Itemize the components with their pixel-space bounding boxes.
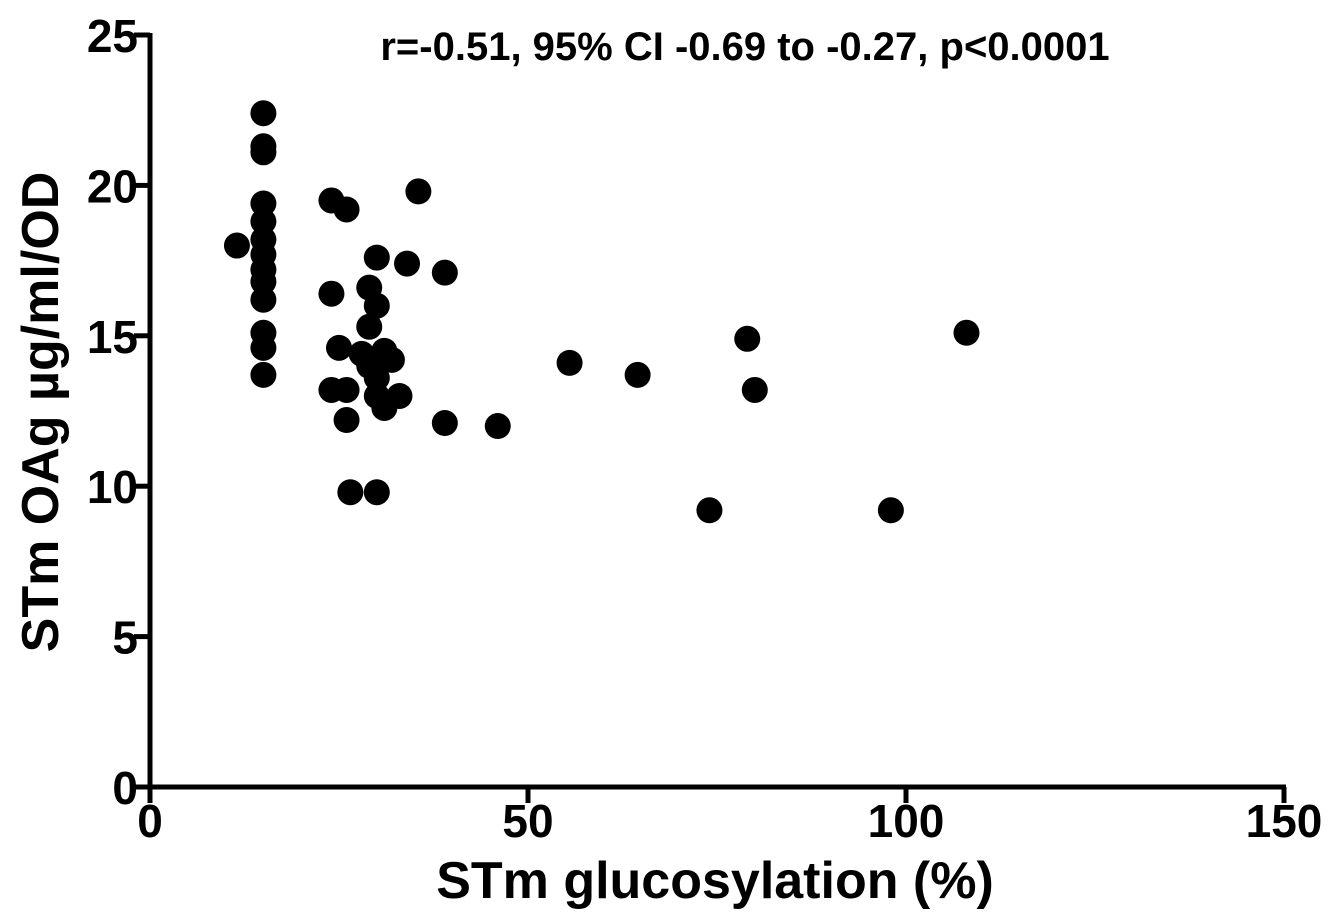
data-point xyxy=(250,361,277,388)
data-point xyxy=(333,407,360,434)
data-point xyxy=(363,244,390,271)
data-point xyxy=(250,286,277,313)
y-tick-label: 10 xyxy=(87,461,138,513)
data-point xyxy=(734,325,761,352)
x-axis-label: STm glucosylation (%) xyxy=(436,852,994,909)
axes: 0 5 10 15 20 25 0 50 100 150 xyxy=(87,10,1323,847)
data-point xyxy=(333,196,360,223)
data-point xyxy=(363,479,390,506)
data-point xyxy=(556,349,583,376)
data-point xyxy=(431,410,458,437)
y-tick-label: 20 xyxy=(87,160,138,212)
data-point xyxy=(223,232,250,259)
data-point xyxy=(326,334,352,361)
data-point xyxy=(250,100,277,127)
data-point xyxy=(431,259,458,286)
x-tick-label: 50 xyxy=(502,795,553,847)
x-tick-label: 150 xyxy=(1246,795,1323,847)
x-tick-label: 100 xyxy=(868,795,945,847)
data-point xyxy=(337,479,364,506)
data-point xyxy=(318,280,345,307)
data-point xyxy=(333,376,360,403)
data-point xyxy=(250,139,277,166)
data-point xyxy=(953,319,980,346)
data-point xyxy=(378,346,405,373)
data-point xyxy=(363,364,390,391)
data-point xyxy=(371,394,398,421)
y-axis-label: STm OAg µg/ml/OD xyxy=(12,172,70,653)
y-tick-label: 0 xyxy=(112,762,138,814)
data-point xyxy=(484,413,511,440)
y-tick-label: 5 xyxy=(112,612,138,664)
data-point xyxy=(250,208,277,235)
y-tick-label: 25 xyxy=(87,10,138,62)
data-point xyxy=(877,497,904,524)
data-point xyxy=(741,376,768,403)
data-point xyxy=(250,190,277,217)
data-point xyxy=(250,334,277,361)
data-point xyxy=(394,250,421,277)
data-point xyxy=(624,361,651,388)
data-points xyxy=(223,100,980,524)
x-tick-label: 0 xyxy=(137,795,163,847)
data-point xyxy=(356,313,383,340)
chart-title: r=-0.51, 95% CI -0.69 to -0.27, p<0.0001 xyxy=(380,25,1109,69)
data-point xyxy=(363,292,390,319)
data-point xyxy=(405,178,432,205)
y-tick-label: 15 xyxy=(87,311,138,363)
data-point xyxy=(696,497,723,524)
data-point xyxy=(250,268,277,295)
